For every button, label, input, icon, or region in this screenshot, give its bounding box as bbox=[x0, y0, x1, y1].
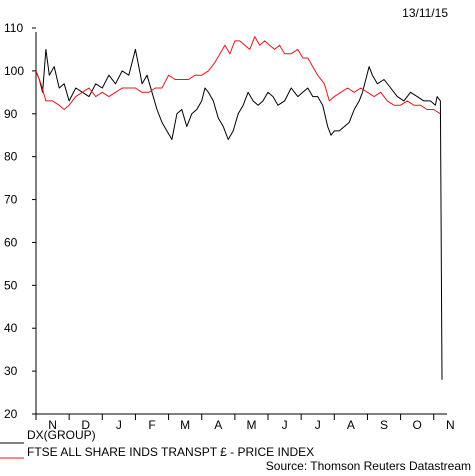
x-tick-label: J bbox=[116, 418, 122, 432]
data-series bbox=[35, 36, 443, 380]
y-tick-label: 50 bbox=[4, 278, 18, 292]
x-tick-label: J bbox=[282, 418, 288, 432]
y-tick-label: 40 bbox=[4, 321, 18, 335]
x-tick-label: J bbox=[315, 418, 321, 432]
y-tick-label: 20 bbox=[4, 407, 18, 421]
x-tick-label: N bbox=[48, 418, 57, 432]
y-tick-label: 110 bbox=[4, 21, 23, 35]
legend-label-ftse-transport: FTSE ALL SHARE INDS TRANSPT £ - PRICE IN… bbox=[27, 445, 314, 459]
x-tick-label: F bbox=[148, 418, 155, 432]
y-axis-ticks: 20 30 40 50 60 70 80 90 100 110 bbox=[4, 21, 36, 421]
x-tick-label: A bbox=[347, 418, 355, 432]
series-line-1 bbox=[35, 36, 441, 115]
x-tick-label: N bbox=[446, 418, 455, 432]
series-line-0 bbox=[35, 48, 443, 380]
y-tick-label: 70 bbox=[4, 193, 18, 207]
x-tick-label: M bbox=[246, 418, 256, 432]
x-tick-label: O bbox=[412, 418, 421, 432]
x-tick-label: M bbox=[180, 418, 190, 432]
source-note: Source: Thomson Reuters Datastream bbox=[266, 459, 471, 473]
y-tick-label: 90 bbox=[4, 107, 18, 121]
y-tick-label: 80 bbox=[4, 150, 18, 164]
y-tick-label: 30 bbox=[4, 364, 18, 378]
y-tick-label: 100 bbox=[4, 64, 24, 78]
x-tick-label: A bbox=[214, 418, 222, 432]
x-tick-label: D bbox=[81, 418, 90, 432]
x-tick-label: S bbox=[380, 418, 388, 432]
chart-date: 13/11/15 bbox=[402, 6, 448, 20]
y-tick-label: 60 bbox=[4, 235, 18, 249]
legend-label-dx-group: DX(GROUP) bbox=[27, 428, 96, 442]
legend: DX(GROUP) FTSE ALL SHARE INDS TRANSPT £ … bbox=[0, 428, 314, 459]
